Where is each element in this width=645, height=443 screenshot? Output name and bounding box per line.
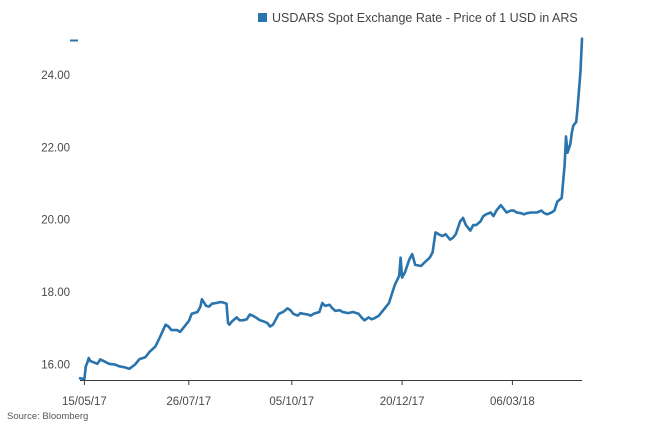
x-axis: 15/05/17 26/07/17 05/10/17 20/12/17 06/03/18 bbox=[62, 380, 582, 408]
x-tick-label: 26/07/17 bbox=[166, 396, 211, 408]
x-tick-label: 15/05/17 bbox=[62, 396, 107, 408]
y-tick-label: 20.00 bbox=[41, 215, 70, 227]
x-tick-label: 05/10/17 bbox=[269, 396, 314, 408]
source-note: Source: Bloomberg bbox=[7, 411, 88, 422]
x-tick-label: 06/03/18 bbox=[490, 396, 535, 408]
legend-label: USDARS Spot Exchange Rate - Price of 1 U… bbox=[272, 11, 578, 25]
series-line-usdars bbox=[78, 37, 584, 381]
legend: USDARS Spot Exchange Rate - Price of 1 U… bbox=[258, 11, 578, 25]
y-tick-label: 24.00 bbox=[41, 70, 70, 82]
x-tick-label: 20/12/17 bbox=[380, 396, 425, 408]
y-tick-label: 22.00 bbox=[41, 142, 70, 154]
plot-area bbox=[78, 37, 584, 381]
y-tick-label: 16.00 bbox=[41, 360, 70, 372]
legend-swatch bbox=[258, 13, 267, 22]
y-tick-label: 18.00 bbox=[41, 287, 70, 299]
y-axis: 16.00 18.00 20.00 22.00 24.00 bbox=[41, 39, 78, 372]
